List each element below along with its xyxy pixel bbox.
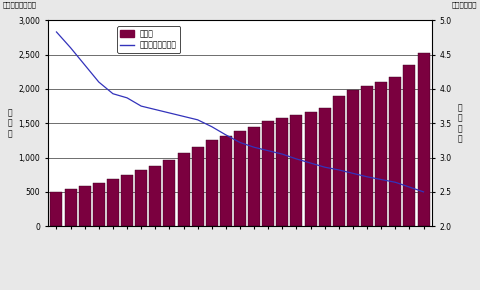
Bar bbox=[206, 140, 218, 226]
Text: （単位：千世帯）: （単位：千世帯） bbox=[2, 1, 36, 8]
Bar bbox=[107, 179, 119, 226]
Bar bbox=[389, 77, 401, 226]
Bar bbox=[50, 192, 62, 226]
Legend: 世帯数, 一世帯当たり人員: 世帯数, 一世帯当たり人員 bbox=[117, 26, 180, 52]
Bar bbox=[79, 186, 91, 226]
Bar bbox=[220, 136, 232, 226]
Bar bbox=[135, 170, 147, 226]
Bar bbox=[65, 189, 77, 226]
Bar bbox=[262, 121, 274, 226]
Bar bbox=[248, 127, 260, 226]
Y-axis label: 世
帯
数: 世 帯 数 bbox=[8, 108, 12, 138]
Bar bbox=[305, 112, 317, 226]
Bar bbox=[178, 153, 190, 226]
Bar bbox=[290, 115, 302, 226]
Bar bbox=[163, 160, 175, 226]
Bar bbox=[319, 108, 331, 226]
Bar bbox=[418, 52, 430, 226]
Bar bbox=[192, 146, 204, 226]
Bar bbox=[234, 131, 246, 226]
Text: （単位：人）: （単位：人） bbox=[452, 1, 478, 8]
Y-axis label: 世
帯
人
員: 世 帯 人 員 bbox=[458, 103, 462, 143]
Bar bbox=[121, 175, 133, 226]
Bar bbox=[375, 82, 387, 226]
Bar bbox=[333, 96, 345, 226]
Bar bbox=[361, 86, 373, 226]
Bar bbox=[403, 65, 415, 226]
Bar bbox=[149, 166, 161, 226]
Bar bbox=[93, 183, 105, 226]
Bar bbox=[347, 90, 359, 226]
Bar bbox=[276, 118, 288, 226]
